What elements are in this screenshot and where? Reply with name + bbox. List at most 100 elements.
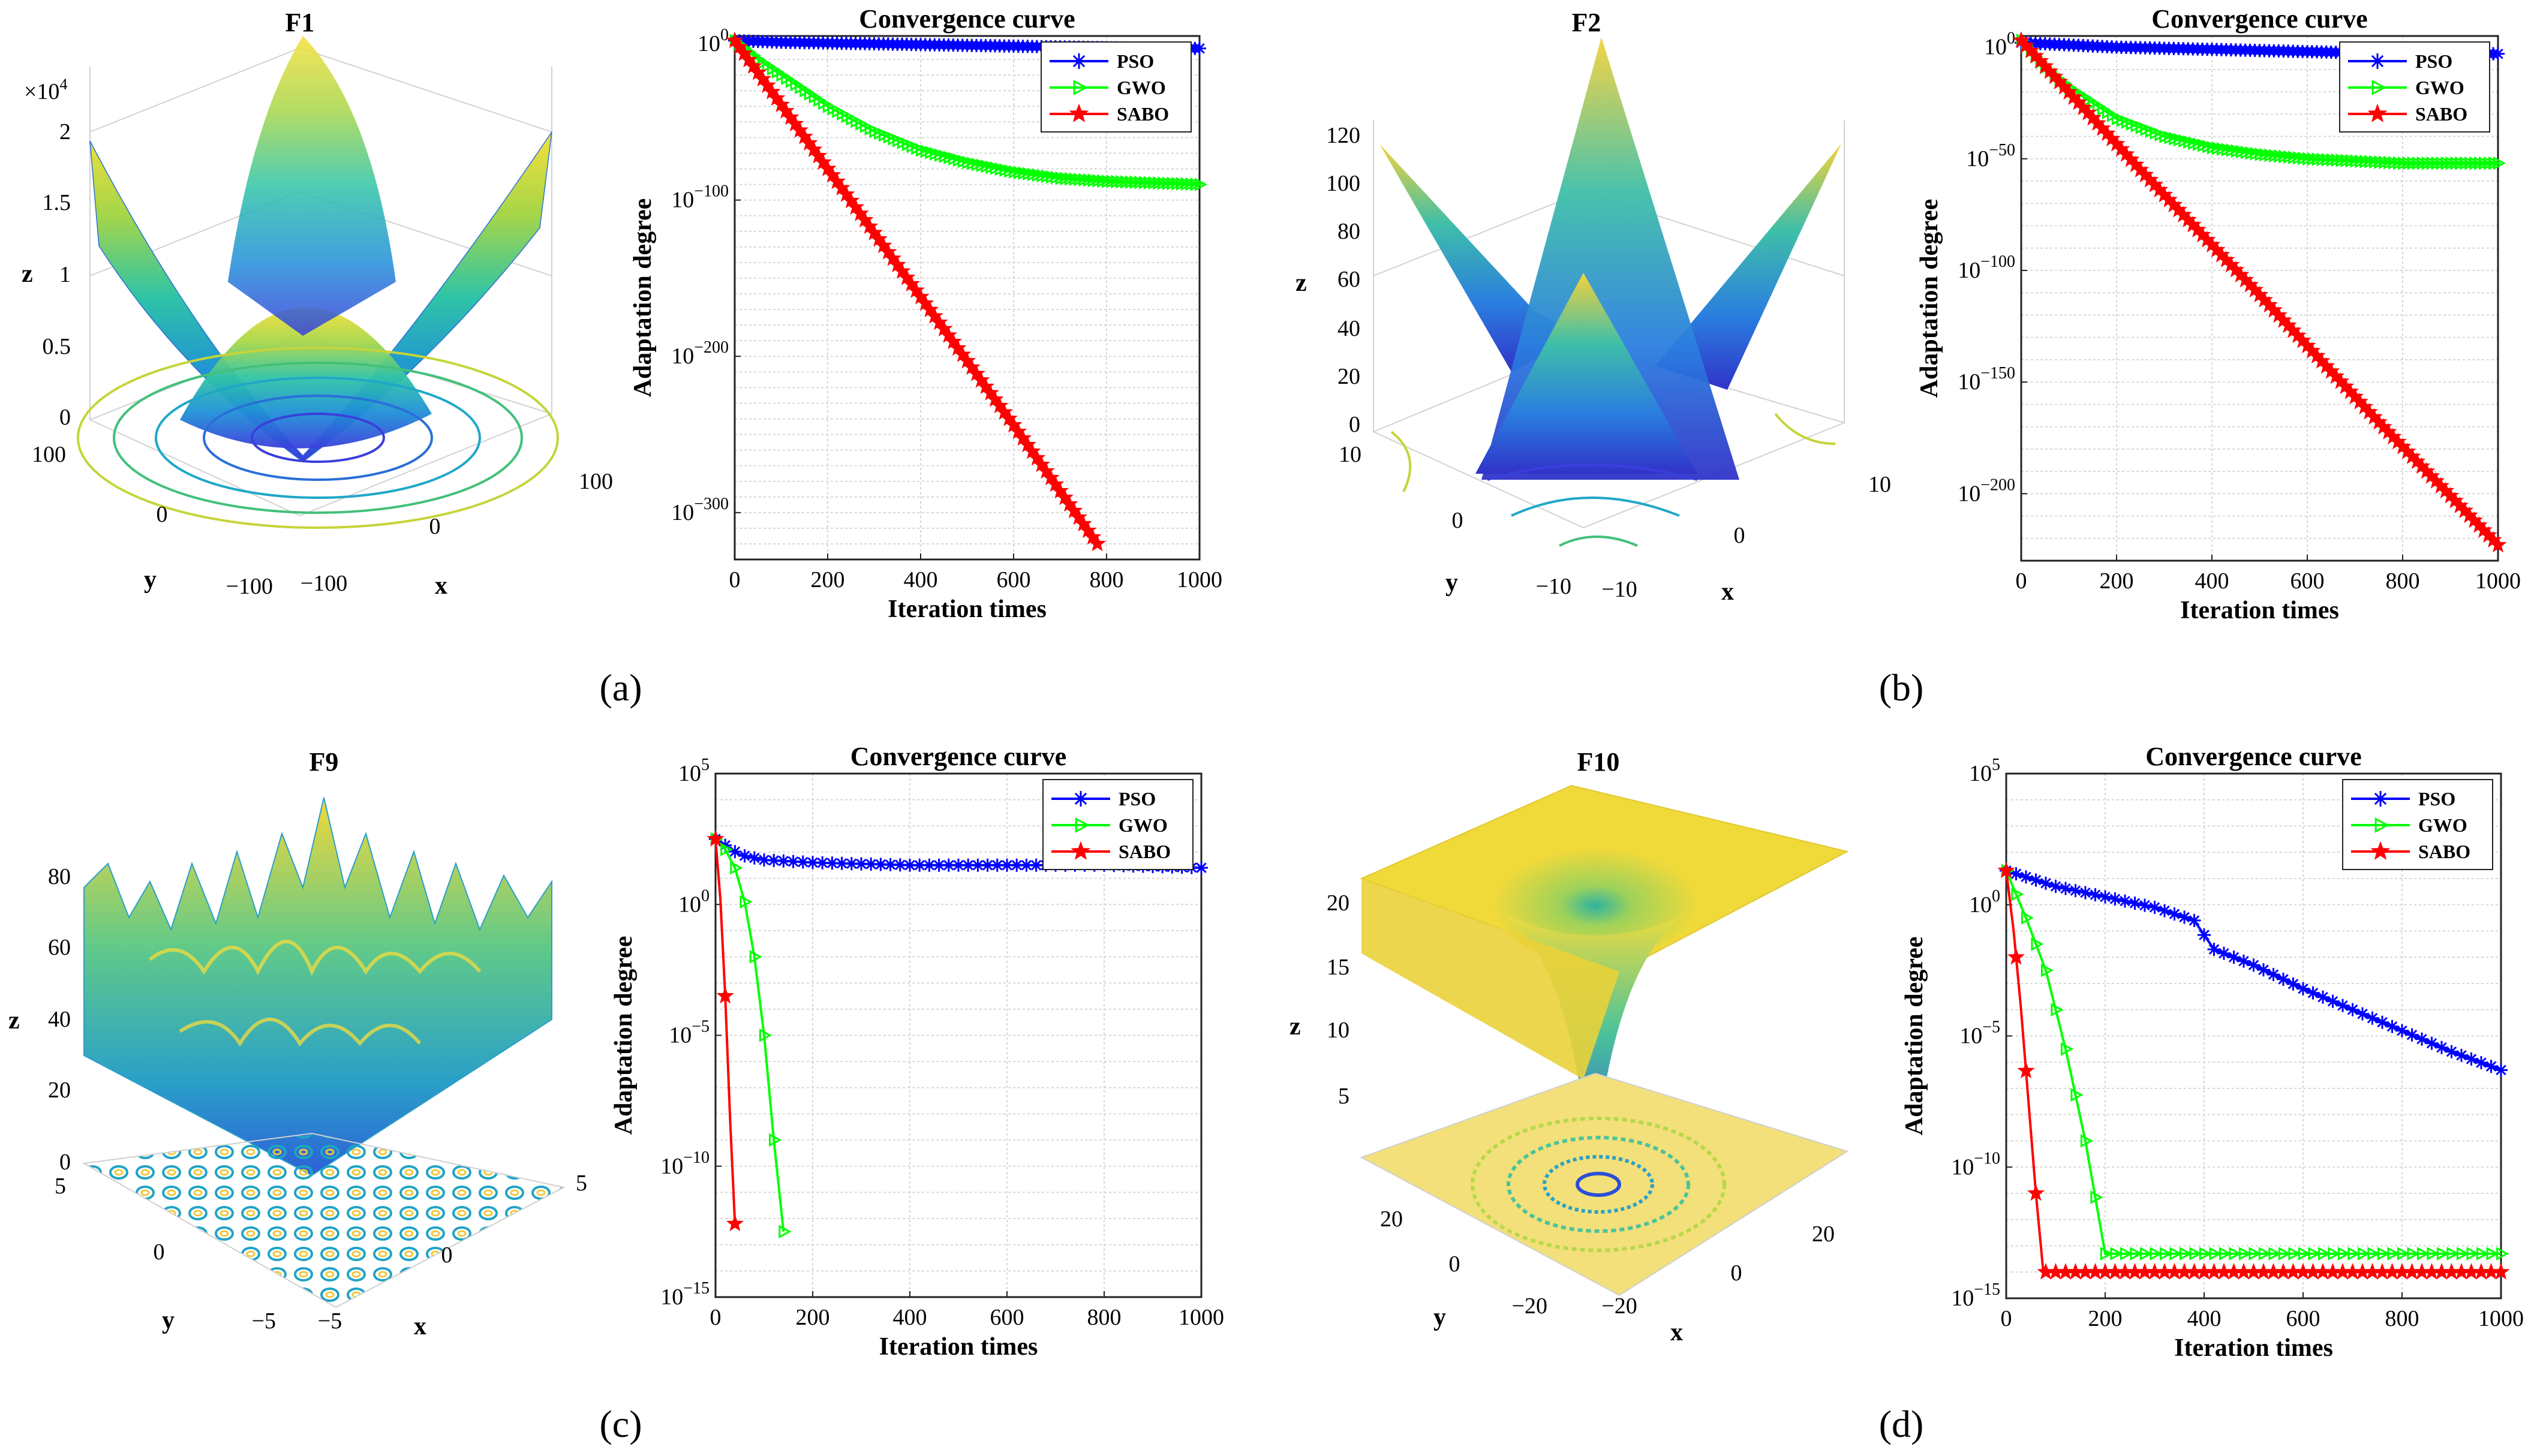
series-marker xyxy=(2296,982,2310,995)
x-tick-label: 400 xyxy=(2187,1306,2222,1331)
series-marker xyxy=(2425,1036,2439,1050)
series-marker xyxy=(2317,1247,2331,1261)
series-marker xyxy=(2031,937,2044,951)
series-marker xyxy=(759,1028,772,1042)
series-marker xyxy=(2377,1247,2391,1261)
series-marker xyxy=(2427,1247,2440,1261)
x-tick-label: 800 xyxy=(2386,568,2420,594)
series-marker xyxy=(740,895,753,909)
y-axis-label: y xyxy=(144,566,157,594)
surface-f10-contour-base xyxy=(1360,1072,1849,1296)
series-marker xyxy=(2456,1247,2470,1261)
series-marker xyxy=(777,854,790,868)
x-tick: 20 xyxy=(1812,1222,1835,1247)
series-marker xyxy=(990,858,1004,872)
z-tick: 80 xyxy=(48,864,71,889)
surface-f2-right-face xyxy=(1655,144,1841,390)
z-tick: 80 xyxy=(1337,219,1360,244)
series-marker xyxy=(2475,1056,2488,1070)
series-marker xyxy=(942,858,955,872)
y-tick-label: 10−10 xyxy=(660,1148,710,1179)
y-tick-label: 100 xyxy=(1984,29,2015,60)
series-marker xyxy=(747,851,761,865)
series-marker xyxy=(2187,914,2201,927)
series-marker xyxy=(2158,904,2171,917)
series-marker xyxy=(2492,1262,2510,1280)
series-marker xyxy=(2219,1247,2232,1261)
series-marker xyxy=(2466,1247,2479,1261)
series-marker xyxy=(2491,47,2505,61)
x-tick-label: 400 xyxy=(2195,568,2229,594)
z-tick: 60 xyxy=(48,935,71,960)
series-marker xyxy=(2178,910,2191,924)
series-marker xyxy=(2407,1247,2420,1261)
series-marker xyxy=(2435,1040,2448,1054)
x-tick-label: 1000 xyxy=(1177,567,1222,592)
x-tick-label: 200 xyxy=(2088,1306,2123,1331)
legend-label: SABO xyxy=(2418,841,2470,862)
series-marker xyxy=(2367,1247,2380,1261)
y-tick-label: 10−50 xyxy=(1966,141,2015,172)
series-sabo xyxy=(2012,31,2507,553)
series-marker xyxy=(2306,986,2320,1000)
series-marker xyxy=(2257,963,2270,977)
series-marker xyxy=(2395,1024,2409,1037)
x-tick-label: 1000 xyxy=(1179,1305,1224,1330)
series-marker xyxy=(1997,861,2015,879)
series-marker xyxy=(1010,858,1024,872)
legend-box xyxy=(2339,41,2490,133)
series-marker xyxy=(2130,1247,2143,1261)
y-tick: 0 xyxy=(1452,508,1463,533)
convergence-chart-b: Convergence curve Iteration times Adaptati… xyxy=(1916,4,2521,624)
chart-title: Convergence curve xyxy=(2145,742,2361,771)
series-marker xyxy=(738,849,752,863)
series-marker xyxy=(913,858,927,872)
surface-f9-contour-base xyxy=(82,1132,566,1308)
legend-label: GWO xyxy=(2415,77,2464,98)
series-marker xyxy=(903,858,916,872)
series-marker xyxy=(2415,1032,2428,1046)
x-tick-label: 0 xyxy=(729,567,741,592)
y-axis-label: y xyxy=(1445,569,1458,597)
series-pso xyxy=(2000,864,2508,1077)
series-marker xyxy=(1000,858,1014,872)
x-tick-label: 200 xyxy=(811,567,845,592)
x-tick-label: 400 xyxy=(893,1305,927,1330)
z-tick: 0 xyxy=(59,405,71,430)
series-marker xyxy=(2019,870,2033,884)
series-marker xyxy=(2288,1247,2301,1261)
series-marker xyxy=(2326,994,2340,1008)
series-marker xyxy=(2138,898,2151,912)
z-tick: 1 xyxy=(59,262,71,287)
panel-label-a: (a) xyxy=(599,666,642,709)
y-tick-label: 10−150 xyxy=(1958,364,2015,395)
z-axis-label: z xyxy=(1289,1013,1301,1040)
series-marker xyxy=(2476,1247,2490,1261)
y-tick-label: 10−5 xyxy=(1959,1018,2000,1049)
x-tick-label: 200 xyxy=(796,1305,830,1330)
series-marker xyxy=(2336,998,2349,1012)
x-tick: −20 xyxy=(1601,1293,1637,1319)
surface-f2-contours xyxy=(1390,413,1836,547)
x-tick: 0 xyxy=(1734,523,1745,548)
series-marker xyxy=(952,858,965,872)
series-marker xyxy=(1020,858,1033,872)
legend: PSO GWO SABO xyxy=(2342,779,2493,870)
legend: PSO GWO SABO xyxy=(1041,41,1192,133)
series-marker xyxy=(2159,1247,2173,1261)
legend-label: PSO xyxy=(2415,50,2452,72)
series-marker xyxy=(778,1225,792,1239)
z-tick: 0 xyxy=(59,1150,71,1175)
series-sabo xyxy=(726,31,1107,552)
series-marker xyxy=(2268,1247,2281,1261)
y-tick-label: 10−200 xyxy=(1958,476,2015,506)
surface-f9-body xyxy=(83,797,552,1177)
legend-marker xyxy=(2370,841,2391,860)
plot-frame xyxy=(2020,35,2499,562)
series-marker xyxy=(981,858,994,872)
series-marker xyxy=(1195,861,1208,875)
surface-title-f9: F9 xyxy=(309,747,339,777)
legend-marker xyxy=(1075,817,1090,833)
series-marker xyxy=(2099,890,2112,904)
series-marker xyxy=(2040,963,2054,977)
